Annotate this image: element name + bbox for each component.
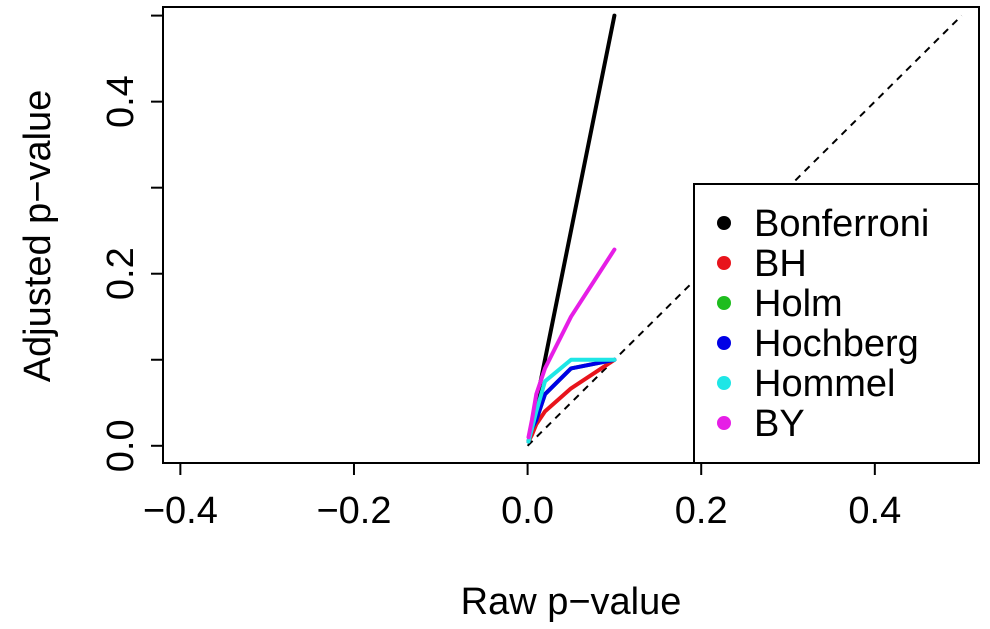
- legend-label-holm: Holm: [754, 283, 843, 325]
- y-tick-label: 0.2: [100, 247, 142, 300]
- legend-marker-bh: [717, 256, 731, 270]
- x-tick-label: 0.0: [501, 490, 554, 532]
- series-line-by: [526, 247, 617, 440]
- plot-area: [526, 13, 963, 447]
- legend-marker-hochberg: [717, 336, 731, 350]
- y-tick-label: 0.4: [100, 75, 142, 128]
- legend-label-by: BY: [754, 403, 805, 445]
- x-tick-label: 0.2: [675, 490, 728, 532]
- legend-label-bonferroni: Bonferroni: [754, 203, 929, 245]
- legend-marker-holm: [717, 296, 731, 310]
- y-axis: 0.0 0.2 0.4: [100, 14, 164, 472]
- legend-label-hochberg: Hochberg: [754, 323, 919, 365]
- series-layer: [526, 13, 617, 444]
- y-tick-label: 0.0: [100, 419, 142, 472]
- x-tick-label: 0.4: [848, 490, 901, 532]
- legend-label-bh: BH: [754, 243, 807, 285]
- legend-marker-bonferroni: [717, 216, 731, 230]
- legend-label-hommel: Hommel: [754, 363, 895, 405]
- legend-marker-hommel: [717, 376, 731, 390]
- x-axis-title: Raw p−value: [461, 581, 682, 623]
- legend-marker-by: [717, 416, 731, 430]
- x-tick-label: −0.4: [143, 490, 218, 532]
- x-tick-label: −0.2: [316, 490, 391, 532]
- legend-box: [693, 183, 980, 464]
- y-axis-title: Adjusted p−value: [17, 90, 59, 383]
